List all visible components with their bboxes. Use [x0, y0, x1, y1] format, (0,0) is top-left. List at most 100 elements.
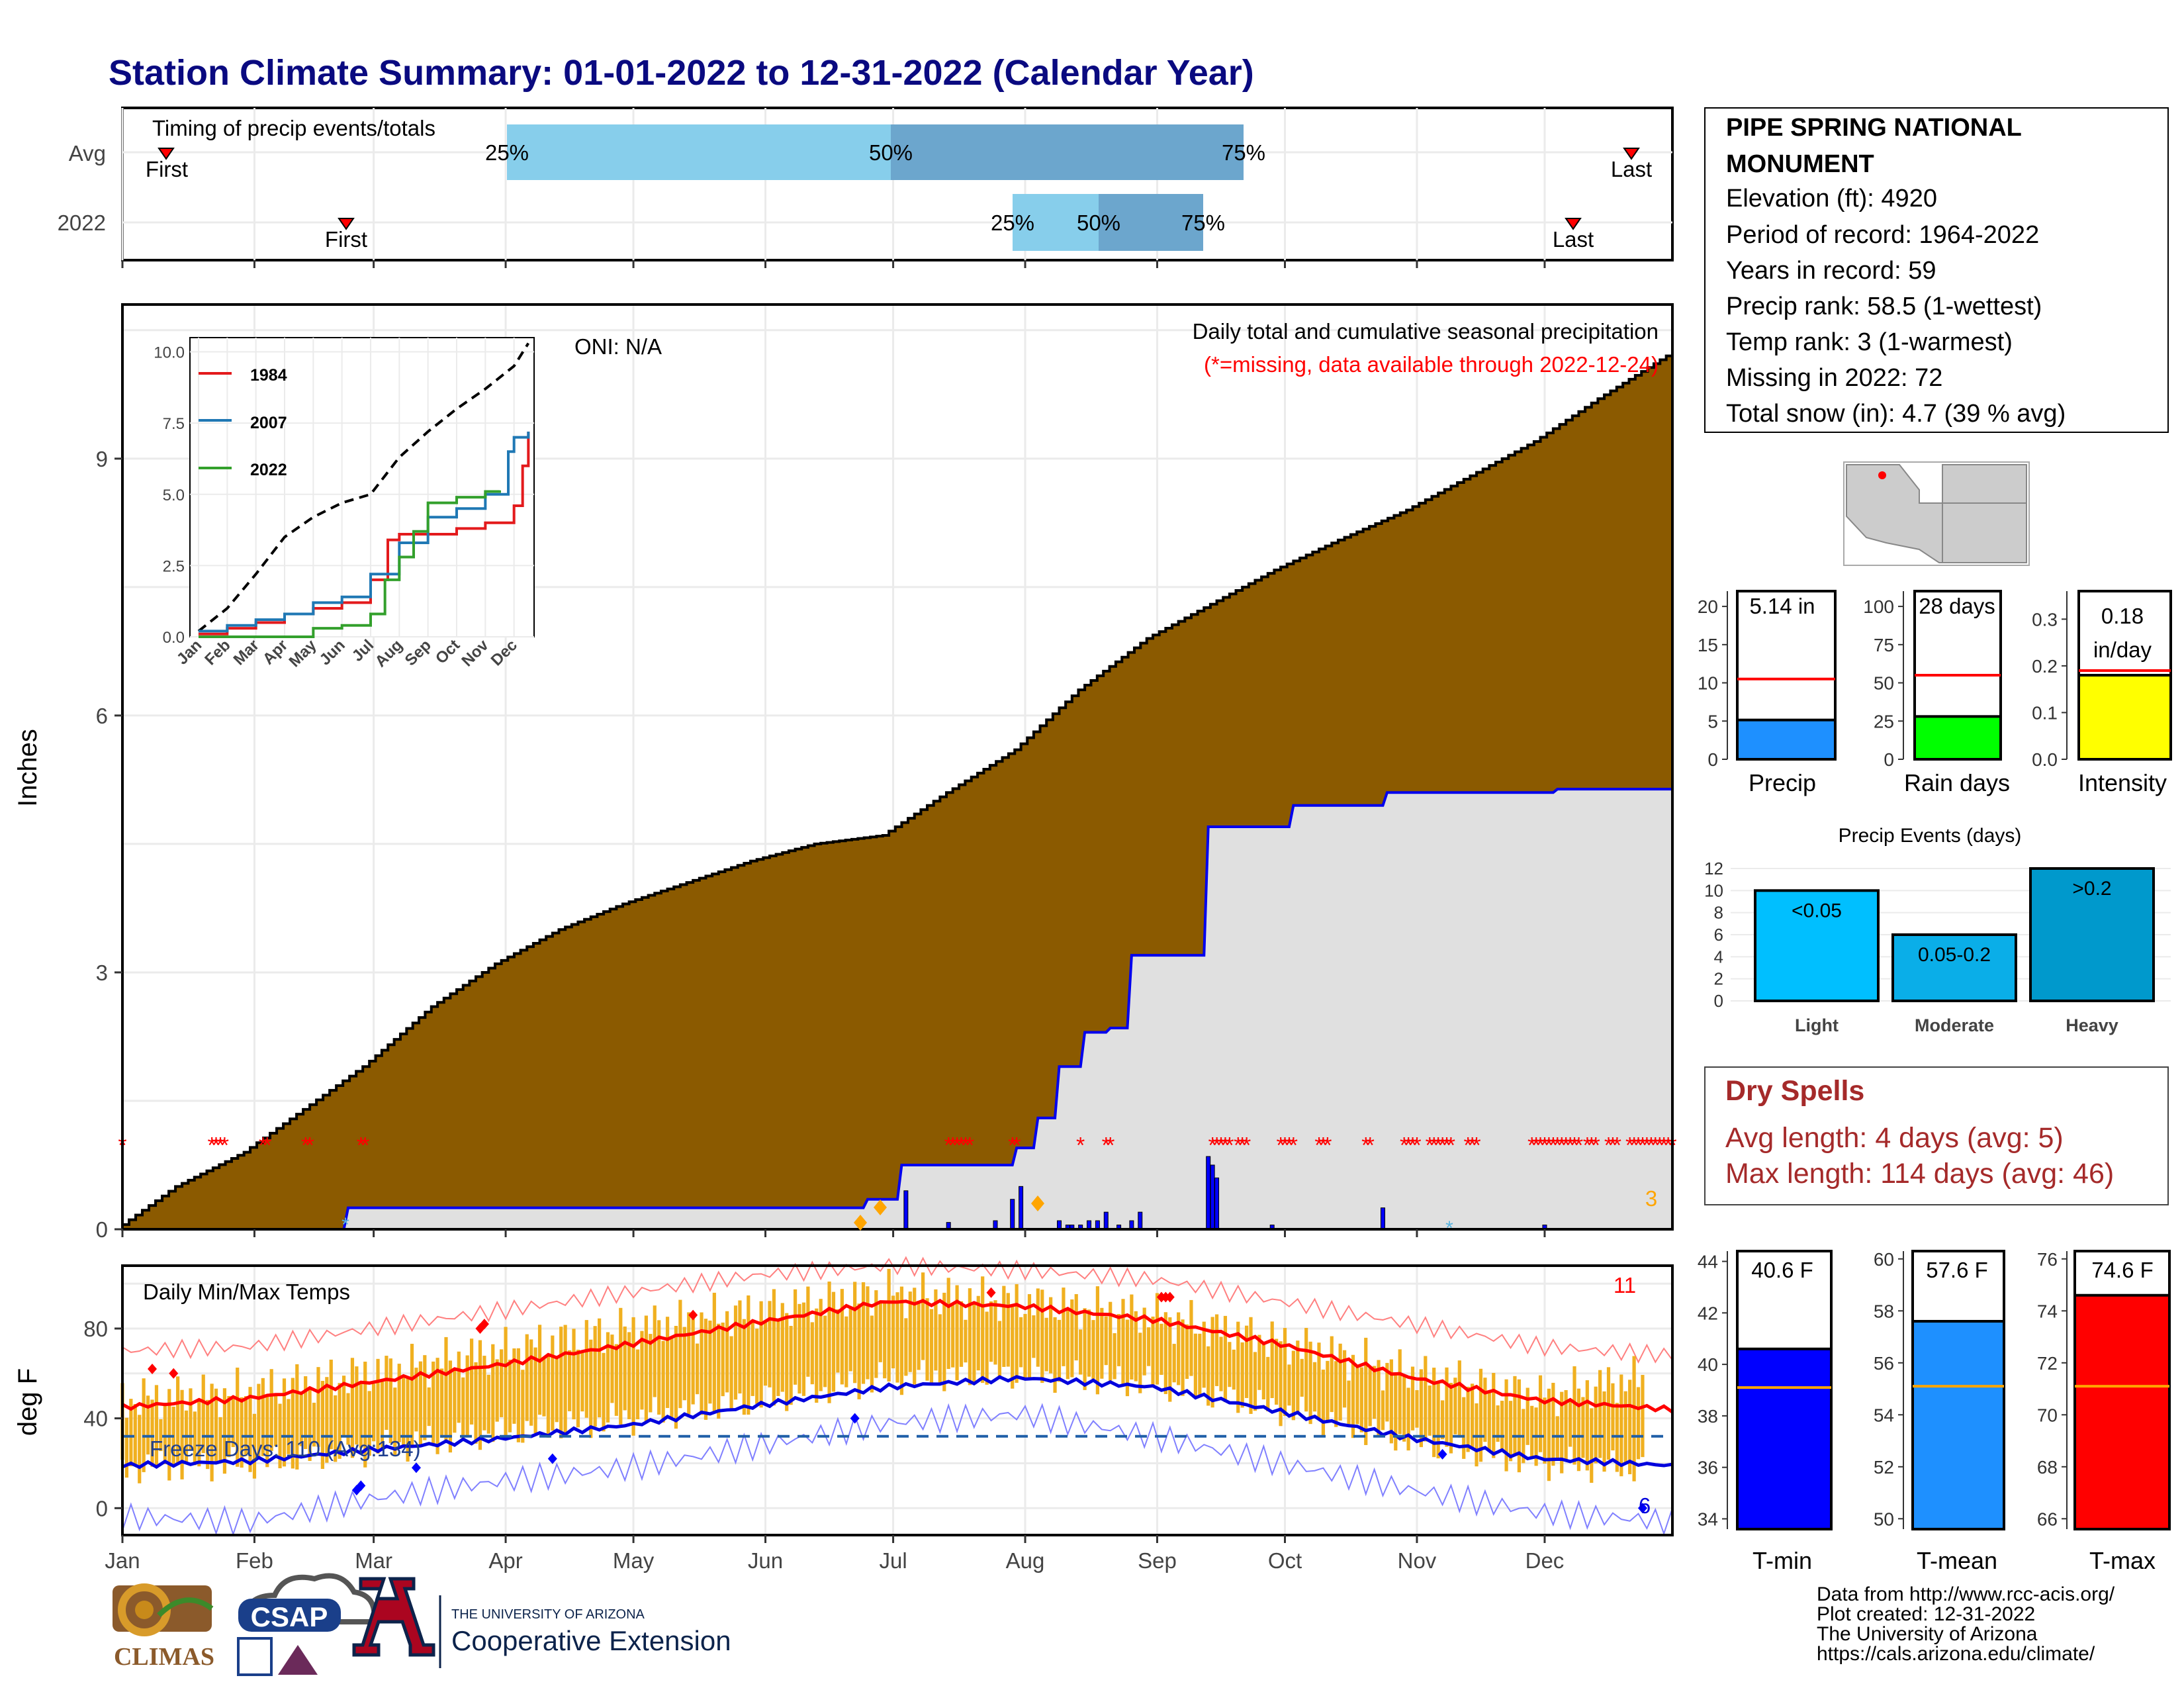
daily-temp-range-bar	[619, 1307, 623, 1425]
record-low-marker	[1637, 1503, 1647, 1514]
missing-day-marker: *	[961, 1133, 970, 1158]
daily-precip-bar	[1206, 1156, 1211, 1230]
missing-day-marker: *	[301, 1133, 310, 1158]
daily-precip-bar	[1103, 1211, 1109, 1230]
daily-temp-range-bar	[341, 1376, 346, 1437]
footer-line-2: Plot created: 12-31-2022	[1817, 1603, 2035, 1625]
mini-chart-tick-label: 58	[1874, 1301, 1894, 1321]
daily-temp-range-bar	[1338, 1343, 1342, 1421]
mini-chart-tick-label: 70	[2037, 1405, 2058, 1425]
missing-day-marker: *	[1660, 1133, 1668, 1158]
daily-temp-range-bar	[244, 1396, 248, 1456]
daily-temp-range-bar	[1572, 1366, 1576, 1465]
missing-day-marker: *	[259, 1133, 267, 1158]
y2022-q50-label: 50%	[1077, 211, 1120, 235]
daily-temp-range-bar	[1410, 1366, 1415, 1430]
daily-temp-range-bar	[329, 1359, 333, 1450]
daily-temp-range-bar	[934, 1289, 938, 1371]
daily-temp-range-bar	[525, 1334, 529, 1421]
daily-temp-range-bar	[1151, 1316, 1155, 1385]
missing-day-marker: *	[1208, 1133, 1217, 1158]
daily-temp-range-bar	[1602, 1391, 1606, 1472]
daily-temp-range-bar	[248, 1387, 252, 1472]
daily-temp-range-bar	[653, 1305, 657, 1397]
daily-temp-range-bar	[154, 1385, 159, 1468]
daily-temp-range-bar	[1189, 1299, 1193, 1376]
mini-chart-value-bar	[2073, 1293, 2171, 1531]
daily-temp-range-bar	[614, 1344, 618, 1416]
daily-temp-range-bar	[227, 1395, 231, 1458]
daily-precip-bar	[1010, 1199, 1015, 1230]
daily-temp-range-bar	[768, 1301, 772, 1387]
daily-temp-range-bar	[623, 1326, 627, 1411]
mini-chart-tick-label: 100	[1863, 596, 1894, 617]
daily-temp-range-bar	[1406, 1387, 1410, 1451]
daily-temp-range-bar	[1155, 1293, 1160, 1385]
daily-temp-range-bar	[921, 1272, 925, 1360]
daily-temp-range-bar	[759, 1301, 763, 1408]
avg-q25-label: 25%	[485, 140, 529, 165]
daily-temp-range-bar	[1198, 1333, 1202, 1397]
inset-y-tick-label: 10.0	[154, 344, 185, 362]
missing-day-marker: *	[1604, 1133, 1613, 1158]
daily-temp-range-bar	[1011, 1304, 1015, 1389]
missing-day-marker: *	[263, 1133, 271, 1158]
station-name-line2: MONUMENT	[1726, 150, 1874, 178]
snow-marker	[874, 1199, 887, 1215]
dry-spells-max: Max length: 114 days (avg: 46)	[1725, 1158, 2114, 1190]
y2022-q25-q50-bar	[1013, 194, 1099, 251]
events-bar-label: >0.2	[2072, 878, 2111, 900]
daily-temp-range-bar	[789, 1325, 793, 1405]
daily-temp-range-bar	[214, 1388, 218, 1464]
cumulative-inset-chart: 1984 2007 2022 0.02.55.07.510.0JanFebMar…	[154, 337, 535, 671]
missing-day-marker: *	[1472, 1133, 1480, 1158]
daily-temp-range-bar	[1266, 1356, 1270, 1412]
missing-day-marker: *	[944, 1133, 953, 1158]
daily-temp-range-bar	[269, 1369, 273, 1451]
daily-temp-range-bar	[1623, 1391, 1627, 1463]
daily-temp-range-bar	[997, 1321, 1002, 1380]
daily-temp-range-bar	[913, 1288, 917, 1385]
daily-temp-range-bar	[1044, 1317, 1048, 1372]
daily-temp-range-bar	[533, 1347, 537, 1434]
missing-day-marker: *	[1625, 1133, 1634, 1158]
daily-temp-range-bar	[584, 1320, 588, 1418]
daily-temp-range-bar	[291, 1378, 295, 1469]
daily-temp-range-bar	[1168, 1317, 1172, 1402]
missing-day-marker: *	[1289, 1133, 1298, 1158]
daily-temp-range-bar	[1513, 1376, 1517, 1456]
daily-temp-range-bar	[1606, 1367, 1611, 1460]
daily-temp-range-bar	[1517, 1379, 1521, 1473]
missing-day-marker: *	[1408, 1133, 1417, 1158]
daily-temp-range-bar	[904, 1318, 908, 1376]
precip-total-value: 5.14 in	[1749, 594, 1815, 618]
missing-day-marker: *	[1629, 1133, 1638, 1158]
daily-temp-range-bar	[461, 1377, 465, 1440]
daily-temp-range-bar	[742, 1319, 746, 1415]
daily-temp-range-bar	[124, 1417, 129, 1478]
daily-temp-range-bar	[1015, 1284, 1019, 1383]
daily-temp-range-bar	[1240, 1342, 1244, 1408]
daily-temp-range-bar	[1500, 1401, 1504, 1451]
record-high-marker	[688, 1309, 698, 1321]
daily-temp-range-bar	[257, 1383, 261, 1457]
daily-temp-range-bar	[385, 1356, 388, 1430]
missing-day-marker: *	[1102, 1133, 1111, 1158]
observed-cumulative-area	[122, 789, 1672, 1229]
events-tick-label: 6	[1714, 925, 1723, 945]
daily-temp-range-bar	[304, 1376, 308, 1449]
timing-row-label-2022: 2022	[58, 211, 106, 235]
daily-temp-range-bar	[504, 1327, 508, 1437]
missing-day-marker: *	[1651, 1133, 1660, 1158]
daily-temp-range-bar	[866, 1286, 870, 1380]
daily-temp-range-bar	[474, 1362, 478, 1444]
daily-temp-range-bar	[1359, 1367, 1363, 1432]
daily-temp-range-bar	[1317, 1342, 1321, 1420]
daily-temp-range-bar	[1321, 1370, 1326, 1438]
daily-temp-range-bar	[376, 1358, 380, 1454]
daily-temp-range-bar	[968, 1288, 972, 1385]
daily-temp-range-bar	[521, 1370, 525, 1443]
missing-day-marker: *	[1314, 1133, 1323, 1158]
csap-logo: CSAP	[237, 1573, 377, 1676]
missing-day-marker: *	[305, 1133, 314, 1158]
